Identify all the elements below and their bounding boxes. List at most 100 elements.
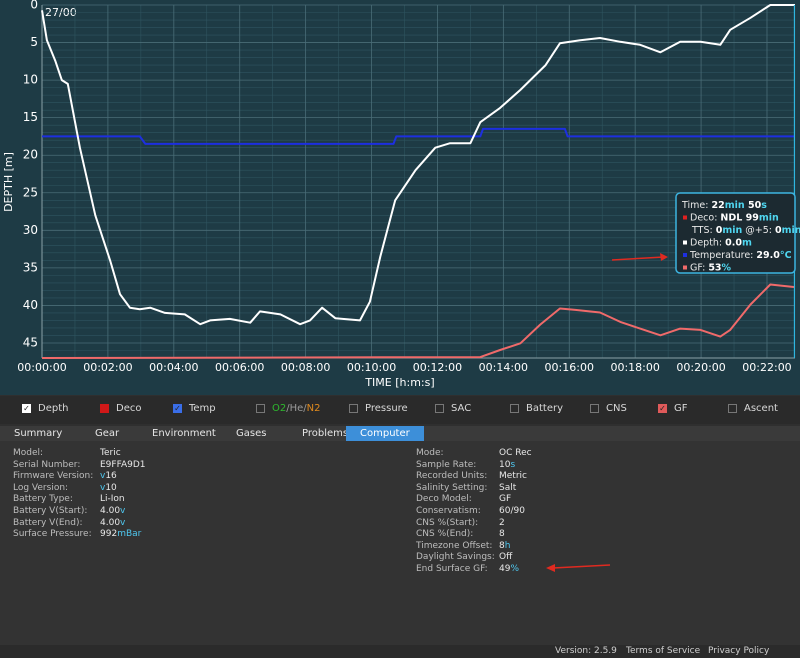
checkbox (590, 404, 599, 413)
annotation-arrowhead (546, 564, 555, 572)
tab[interactable]: Environment (138, 426, 230, 441)
toggle-label: Depth (38, 403, 68, 414)
toggle[interactable]: CNS (590, 403, 627, 414)
toggle-label: O2/He/N2 (272, 403, 321, 414)
tooltip: Time: 22min 50sDeco: NDL 99minTTS: 0min … (676, 193, 800, 273)
toggle-label: CNS (606, 403, 627, 414)
x-tick-label: 00:00:00 (17, 361, 66, 374)
toggle[interactable]: Ascent (728, 403, 778, 414)
tooltip-text: NDL 99 (720, 212, 758, 223)
toggle-label: Ascent (744, 403, 778, 414)
tab[interactable]: Gases (222, 426, 280, 441)
toggle-label-part: Pressure (365, 403, 408, 414)
toggle[interactable]: Deco (100, 403, 141, 414)
toggle-label-part: Depth (38, 403, 68, 414)
tooltip-text: min (759, 212, 779, 223)
tooltip-text: % (722, 262, 732, 273)
x-tick-label: 00:12:00 (413, 361, 462, 374)
toggle-label: SAC (451, 403, 471, 414)
version: Version: 2.5.9 (555, 646, 617, 656)
dive-chart: 27/00 TIME [h:m:s] DEPTH [m] 05101520253… (0, 0, 800, 395)
y-tick-label: 15 (23, 110, 38, 124)
y-tick-label: 25 (23, 185, 38, 199)
checkbox: ✓ (22, 404, 31, 413)
series-line (42, 285, 795, 359)
toggle-label: Pressure (365, 403, 408, 414)
tooltip-text: Depth: (690, 237, 725, 248)
checkbox: ✓ (173, 404, 182, 413)
y-tick-label: 40 (23, 298, 38, 312)
toggle[interactable]: Pressure (349, 403, 408, 414)
info-panel: Model:TericSerial Number:E9FFA9D1Firmwar… (0, 441, 800, 645)
annotation-layer (0, 441, 800, 645)
checkbox: ✓ (658, 404, 667, 413)
terms-link[interactable]: Terms of Service (626, 646, 700, 656)
y-tick-label: 45 (23, 335, 38, 349)
toggle-label-part: N2 (307, 403, 321, 414)
toggle-label-part: O2 (272, 403, 286, 414)
y-axis-label: DEPTH [m] (2, 152, 15, 212)
toggle[interactable]: SAC (435, 403, 471, 414)
y-tick-label: 0 (30, 0, 38, 12)
tooltip-text: 53 (708, 262, 721, 273)
x-tick-label: 00:06:00 (215, 361, 264, 374)
tab[interactable]: Summary (0, 426, 76, 441)
checkbox (435, 404, 444, 413)
toggle-label: Temp (189, 403, 216, 414)
toggle-label-part: /He/ (286, 403, 306, 414)
tooltip-marker (683, 253, 687, 257)
tab[interactable]: Computer (346, 426, 424, 441)
toggle-label: GF (674, 403, 688, 414)
tooltip-marker (683, 266, 687, 270)
tooltip-text: min (725, 200, 748, 211)
tooltip-text: GF: (690, 262, 708, 273)
checkbox (256, 404, 265, 413)
toggle[interactable]: Battery (510, 403, 563, 414)
privacy-link[interactable]: Privacy Policy (708, 646, 769, 656)
footer: Version: 2.5.9 Terms of Service Privacy … (0, 645, 800, 658)
tooltip-marker (683, 216, 687, 220)
tooltip-text: @+5: (742, 225, 775, 236)
y-tick-label: 30 (23, 223, 38, 237)
tooltip-line: Deco: NDL 99min (690, 212, 779, 223)
series-line (42, 5, 795, 324)
series-line (42, 129, 795, 144)
annotation-arrow (553, 565, 610, 568)
toggle-label-part: Battery (526, 403, 563, 414)
tooltip-text: min (782, 225, 800, 236)
toggle-bar: ✓ Depth Deco ✓ Temp O2/He/N2 Pressure SAC Batter… (0, 396, 800, 424)
x-tick-label: 00:02:00 (83, 361, 132, 374)
toggle[interactable]: ✓ GF (658, 403, 688, 414)
toggle[interactable]: O2/He/N2 (256, 403, 321, 414)
annotation-arrowhead (660, 253, 668, 261)
toggle-label-part: SAC (451, 403, 471, 414)
toggle[interactable]: ✓ Temp (173, 403, 216, 414)
x-tick-label: 00:18:00 (610, 361, 659, 374)
x-tick-label: 00:14:00 (479, 361, 528, 374)
checkbox (728, 404, 737, 413)
tab[interactable]: Gear (81, 426, 133, 441)
y-tick-label: 5 (30, 35, 38, 49)
tooltip-text: °C (780, 250, 792, 261)
tooltip-text: s (761, 200, 767, 211)
annotation-arrow (612, 257, 664, 260)
toggle-label-part: Temp (189, 403, 216, 414)
tooltip-line: Depth: 0.0m (690, 237, 752, 248)
toggle-label-part: Deco (116, 403, 141, 414)
checkbox (349, 404, 358, 413)
tooltip-text: 22 (711, 200, 724, 211)
tooltip-text: 29.0 (756, 250, 780, 261)
x-tick-label: 00:16:00 (545, 361, 594, 374)
checkbox (510, 404, 519, 413)
x-tick-label: 00:20:00 (676, 361, 725, 374)
tooltip-line: GF: 53% (690, 262, 732, 273)
toggle-label-part: GF (674, 403, 688, 414)
toggle-label: Deco (116, 403, 141, 414)
toggle[interactable]: ✓ Depth (22, 403, 68, 414)
tooltip-text: Time: (681, 200, 711, 211)
tooltip-text: m (742, 237, 752, 248)
tooltip-text: min (722, 225, 742, 236)
tooltip-text: 50 (748, 200, 762, 211)
tooltip-text: 0.0 (725, 237, 742, 248)
